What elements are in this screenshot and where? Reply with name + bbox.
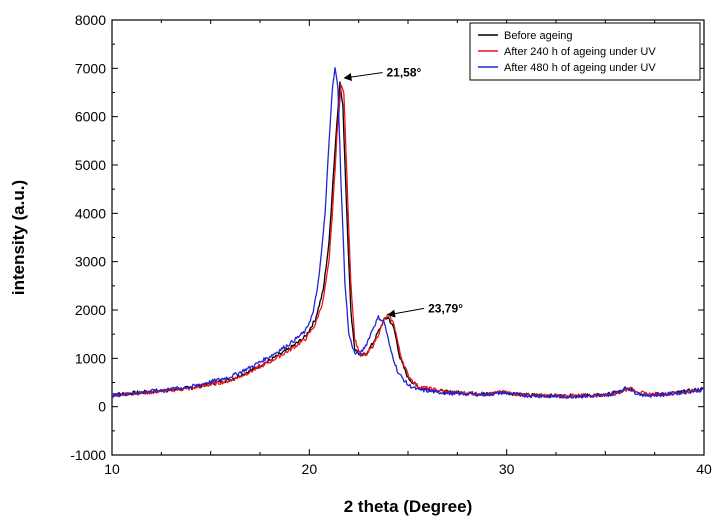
- annotation-label: 21,58°: [387, 66, 422, 80]
- series-line-3: [111, 67, 705, 399]
- y-tick-label: 3000: [75, 254, 106, 270]
- series-layer: [111, 67, 705, 399]
- annotation-arrow: [387, 307, 425, 318]
- annotation-arrow: [343, 72, 383, 81]
- y-tick-label: 1000: [75, 350, 106, 366]
- legend-label-1: Before ageing: [504, 30, 573, 42]
- annotation-layer: 21,58° 23,79°: [343, 66, 463, 318]
- y-axis-title: intensity (a.u.): [9, 180, 28, 295]
- x-axis-title: 2 theta (Degree): [344, 497, 472, 516]
- plot-area-frame: [111, 19, 705, 456]
- y-tick-label: 8000: [75, 12, 106, 28]
- x-tick-label: 40: [696, 461, 712, 477]
- x-tick-label: 10: [104, 461, 120, 477]
- series-line-2: [111, 84, 705, 399]
- legend-box: [469, 22, 701, 81]
- y-tick-label: 6000: [75, 109, 106, 125]
- y-tick-label: 4000: [75, 205, 106, 221]
- y-tick-label: -1000: [70, 447, 106, 463]
- y-axis: -1000 0 1000 2000 3000 4000 5000 6000 7000 8000: [70, 12, 704, 463]
- annotation-label: 23,79°: [428, 301, 463, 315]
- legend-label-3: After 480 h of ageing under UV: [504, 62, 656, 74]
- legend-label-2: After 240 h of ageing under UV: [504, 46, 656, 58]
- y-tick-label: 2000: [75, 302, 106, 318]
- x-axis: 10 20 30 40: [104, 20, 712, 477]
- x-tick-label: 30: [499, 461, 515, 477]
- y-tick-label: 5000: [75, 157, 106, 173]
- series-line-1: [111, 81, 705, 399]
- legend: Before ageing After 240 h of ageing under…: [469, 22, 701, 81]
- y-tick-label: 0: [98, 399, 106, 415]
- y-tick-label: 7000: [75, 60, 106, 76]
- x-tick-label: 20: [302, 461, 318, 477]
